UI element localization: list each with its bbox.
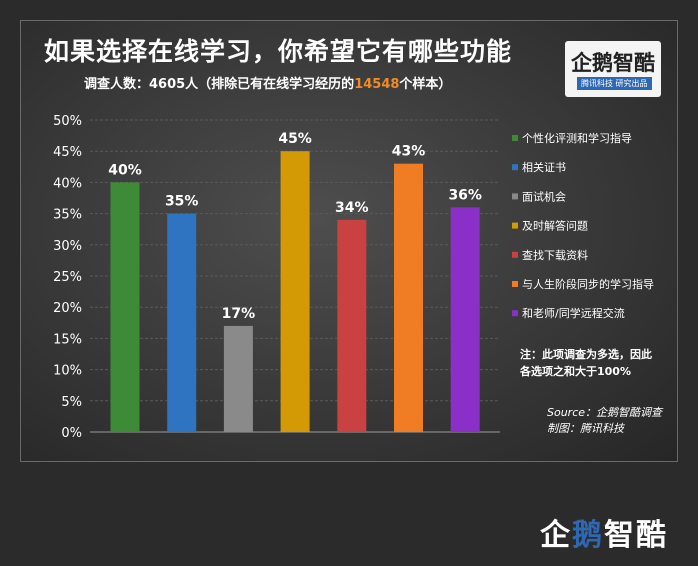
legend-swatch [512, 193, 518, 200]
footer-logo-part2: 鹅 [572, 518, 604, 553]
legend-swatch [512, 310, 518, 317]
subtitle-prefix: 调查人数：4605人（排除已有在线学习经历的 [84, 77, 355, 92]
brand-logo: 企鹅智酷 腾讯科技 研究出品 [565, 41, 661, 97]
y-tick-label: 50% [53, 114, 82, 129]
credit-line: 制图：腾讯科技 [547, 422, 624, 435]
y-tick-label: 35% [53, 208, 82, 223]
legend-swatch [512, 281, 518, 287]
bar-value-label: 35% [165, 194, 199, 210]
brand-name: 企鹅智酷 [571, 51, 655, 75]
bar [394, 163, 423, 432]
bar [450, 207, 480, 432]
legend-swatch [512, 135, 518, 141]
legend-swatch [512, 251, 518, 258]
footer-logo-part1: 企 [540, 518, 572, 553]
subtitle-suffix: 个样本） [399, 77, 452, 92]
chart-subtitle: 调查人数：4605人（排除已有在线学习经历的14548个样本） [84, 73, 451, 92]
bar-value-label: 34% [335, 200, 369, 216]
legend-swatch [512, 164, 518, 171]
y-tick-label: 45% [53, 145, 82, 160]
legend-label: 与人生阶段同步的学习指导 [522, 277, 654, 291]
legend-label: 和老师/同学远程交流 [522, 306, 625, 320]
bar-value-label: 45% [278, 131, 312, 147]
bar-value-label: 43% [392, 144, 426, 160]
legend-label: 相关证书 [522, 160, 566, 174]
y-tick-label: 5% [61, 395, 82, 410]
y-tick-label: 20% [53, 301, 82, 316]
bar [223, 325, 253, 432]
bar-value-label: 36% [448, 187, 482, 203]
footer-logo: 企鹅智酷 [540, 510, 668, 554]
bar [167, 213, 197, 432]
source-credit: Source：企鹅智酷调查 制图：腾讯科技 [547, 405, 687, 437]
bar-value-label: 17% [222, 306, 256, 322]
brand-tag: 腾讯科技 研究出品 [577, 77, 652, 90]
y-tick-label: 30% [53, 239, 82, 254]
survey-note: 注：此项调查为多选，因此各选项之和大于100% [520, 348, 652, 378]
legend-label: 及时解答问题 [522, 219, 588, 233]
chart-title: 如果选择在线学习，你希望它有哪些功能 [44, 37, 513, 66]
legend-label: 查找下载资料 [522, 248, 588, 262]
bar [280, 151, 310, 432]
y-tick-label: 25% [53, 270, 82, 285]
bar [337, 219, 367, 432]
y-tick-label: 10% [53, 364, 82, 379]
bar [110, 182, 140, 432]
bar-value-label: 40% [108, 162, 142, 178]
y-tick-label: 40% [53, 176, 82, 191]
source-line: Source：企鹅智酷调查 [547, 406, 663, 419]
legend-label: 面试机会 [522, 189, 566, 203]
legend-swatch [512, 222, 518, 229]
y-tick-label: 0% [61, 426, 82, 441]
footer-logo-part3: 智酷 [604, 518, 668, 553]
subtitle-highlight: 14548 [354, 77, 400, 92]
legend-label: 个性化评测和学习指导 [522, 131, 632, 145]
y-tick-label: 15% [53, 332, 82, 347]
